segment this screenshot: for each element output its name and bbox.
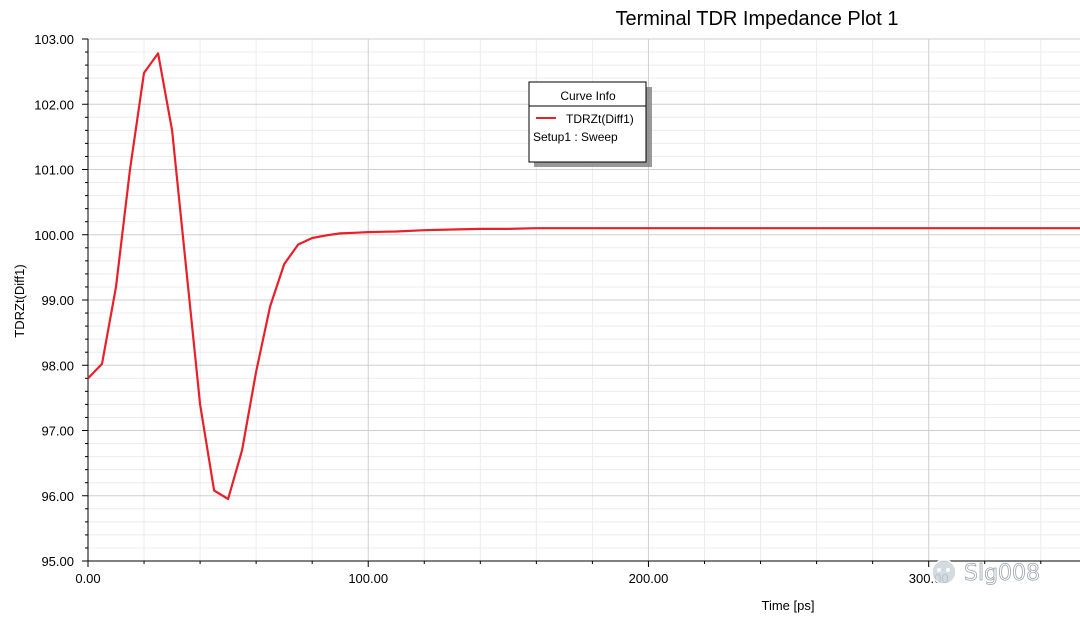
y-tick-label: 102.00: [34, 97, 74, 112]
y-tick-label: 95.00: [41, 554, 74, 569]
y-tick-label: 96.00: [41, 489, 74, 504]
legend-box[interactable]: Curve Info TDRZt(Diff1) Setup1 : Sweep: [528, 81, 652, 167]
x-axis-label: Time [ps]: [762, 598, 815, 613]
y-axis-label: TDRZt(Diff1): [12, 264, 27, 337]
watermark: Slg008: [931, 559, 1040, 586]
x-tick-label: 100.00: [348, 571, 388, 586]
y-tick-label: 98.00: [41, 358, 74, 373]
series-line-tdrzt: [87, 52, 1080, 501]
y-tick-label: 100.00: [34, 228, 74, 243]
y-tick-label: 99.00: [41, 293, 74, 308]
watermark-text: Slg008: [964, 561, 1040, 586]
y-tick-label: 97.00: [41, 424, 74, 439]
y-tick-label: 103.00: [34, 32, 74, 47]
chart-title: Terminal TDR Impedance Plot 1: [615, 8, 898, 30]
legend-title: Curve Info: [560, 89, 616, 103]
legend-entry-name: TDRZt(Diff1): [566, 112, 634, 126]
x-tick-label: 200.00: [629, 571, 669, 586]
chat-icon: [931, 559, 957, 585]
legend-entry-setup: Setup1 : Sweep: [533, 130, 618, 144]
x-tick-label: 0.00: [75, 571, 100, 586]
y-tick-label: 101.00: [34, 163, 74, 178]
